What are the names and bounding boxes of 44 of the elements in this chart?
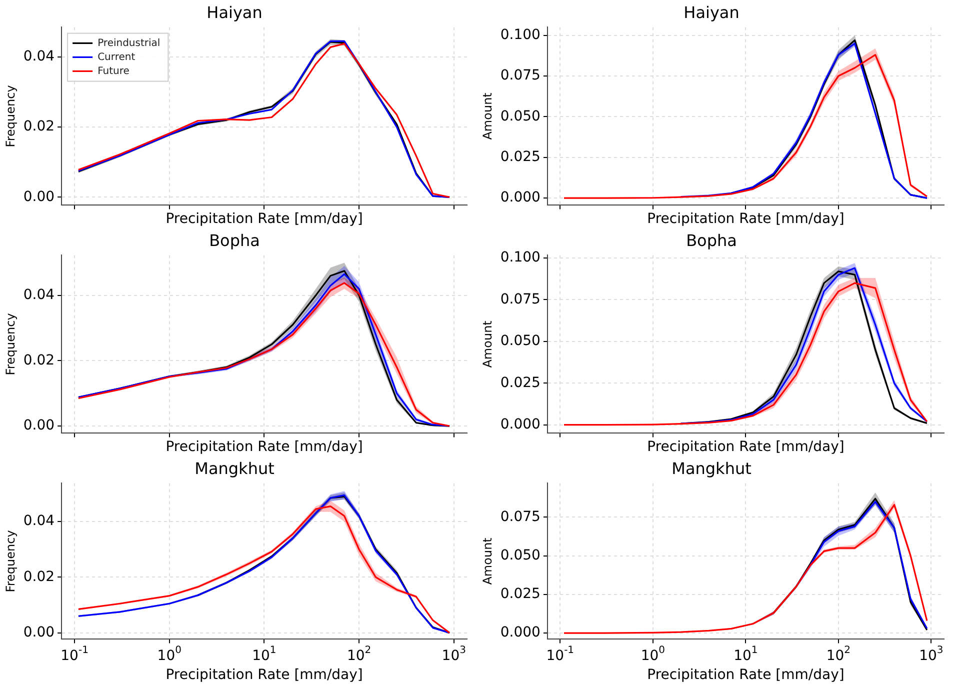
y-axis-title: Amount: [480, 537, 494, 585]
y-tick-label: 0.025: [500, 149, 540, 166]
y-tick-label: 0.00: [23, 188, 55, 205]
y-tick-label: 0.00: [23, 624, 55, 640]
x-axis-title: Precipitation Rate [mm/day]: [166, 439, 363, 456]
y-tick-label: 0.04: [23, 287, 55, 304]
x-axis-title: Precipitation Rate [mm/day]: [647, 667, 844, 684]
y-tick-label: 0.025: [500, 374, 540, 391]
y-tick-label: 0.02: [23, 568, 55, 585]
y-tick-label: 0.075: [500, 291, 540, 308]
y-tick-label: 0.050: [500, 333, 540, 350]
chart-title: Haiyan: [206, 2, 262, 22]
y-tick-label: 0.025: [500, 586, 540, 602]
y-tick-label: 0.100: [500, 250, 540, 266]
y-tick-label: 0.000: [500, 190, 540, 206]
x-axis-title: Precipitation Rate [mm/day]: [166, 667, 363, 684]
chart-title: Mangkhut: [672, 458, 752, 478]
y-tick-label: 0.04: [23, 513, 55, 530]
x-axis-title: Precipitation Rate [mm/day]: [647, 211, 844, 228]
y-tick-label: 0.02: [23, 352, 55, 368]
y-tick-label: 0.000: [500, 416, 540, 432]
y-axis-title: Amount: [480, 320, 494, 368]
y-tick-label: 0.00: [23, 418, 55, 434]
y-tick-label: 0.075: [500, 508, 540, 525]
chart-title: Bopha: [209, 230, 260, 250]
y-axis-title: Amount: [480, 92, 494, 140]
y-tick-label: 0.050: [500, 547, 540, 564]
chart-title: Mangkhut: [194, 458, 274, 478]
y-tick-label: 0.050: [500, 108, 540, 124]
x-axis-title: Precipitation Rate [mm/day]: [647, 439, 844, 456]
y-tick-label: 0.02: [23, 118, 55, 135]
chart-title: Bopha: [686, 230, 737, 250]
legend-label: Future: [98, 66, 130, 77]
legend-label: Current: [98, 52, 136, 63]
y-axis-title: Frequency: [3, 85, 18, 148]
y-tick-label: 0.100: [500, 26, 540, 43]
y-tick-label: 0.000: [500, 624, 540, 641]
y-axis-title: Frequency: [3, 313, 18, 376]
y-tick-label: 0.075: [500, 68, 540, 84]
chart-title: Haiyan: [684, 2, 740, 22]
x-axis-title: Precipitation Rate [mm/day]: [166, 211, 363, 228]
y-tick-label: 0.04: [23, 48, 55, 65]
legend-label: Preindustrial: [98, 38, 160, 49]
y-axis-title: Frequency: [3, 530, 18, 592]
